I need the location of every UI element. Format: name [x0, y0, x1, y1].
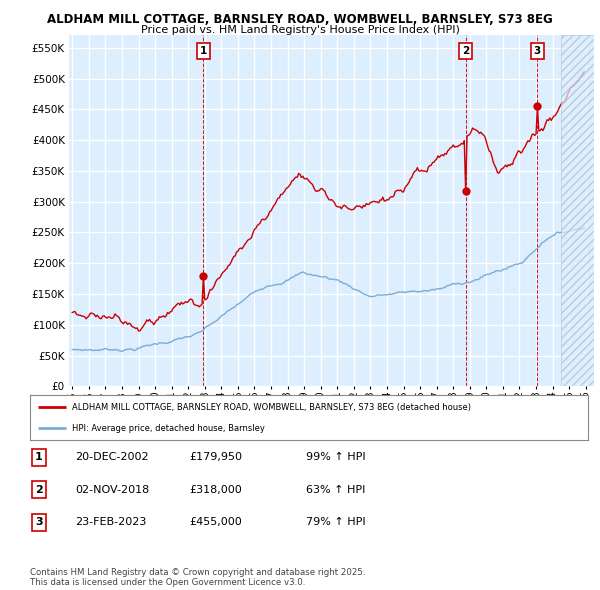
Text: 63% ↑ HPI: 63% ↑ HPI [306, 485, 365, 494]
Text: 02-NOV-2018: 02-NOV-2018 [75, 485, 149, 494]
Text: 79% ↑ HPI: 79% ↑ HPI [306, 517, 365, 527]
Text: 23-FEB-2023: 23-FEB-2023 [75, 517, 146, 527]
Text: 1: 1 [35, 453, 43, 462]
Text: 1: 1 [200, 46, 207, 56]
Text: HPI: Average price, detached house, Barnsley: HPI: Average price, detached house, Barn… [72, 424, 265, 433]
Text: ALDHAM MILL COTTAGE, BARNSLEY ROAD, WOMBWELL, BARNSLEY, S73 8EG (detached house): ALDHAM MILL COTTAGE, BARNSLEY ROAD, WOMB… [72, 403, 471, 412]
Text: £455,000: £455,000 [189, 517, 242, 527]
Text: 99% ↑ HPI: 99% ↑ HPI [306, 453, 365, 462]
Bar [561, 35, 594, 386]
Text: 2: 2 [462, 46, 469, 56]
Text: £179,950: £179,950 [189, 453, 242, 462]
Text: ALDHAM MILL COTTAGE, BARNSLEY ROAD, WOMBWELL, BARNSLEY, S73 8EG: ALDHAM MILL COTTAGE, BARNSLEY ROAD, WOMB… [47, 13, 553, 26]
Text: 3: 3 [534, 46, 541, 56]
Text: 2: 2 [35, 485, 43, 494]
Text: Contains HM Land Registry data © Crown copyright and database right 2025.
This d: Contains HM Land Registry data © Crown c… [30, 568, 365, 587]
Text: Price paid vs. HM Land Registry's House Price Index (HPI): Price paid vs. HM Land Registry's House … [140, 25, 460, 35]
Text: 3: 3 [35, 517, 43, 527]
Text: 20-DEC-2002: 20-DEC-2002 [75, 453, 149, 462]
Text: £318,000: £318,000 [189, 485, 242, 494]
